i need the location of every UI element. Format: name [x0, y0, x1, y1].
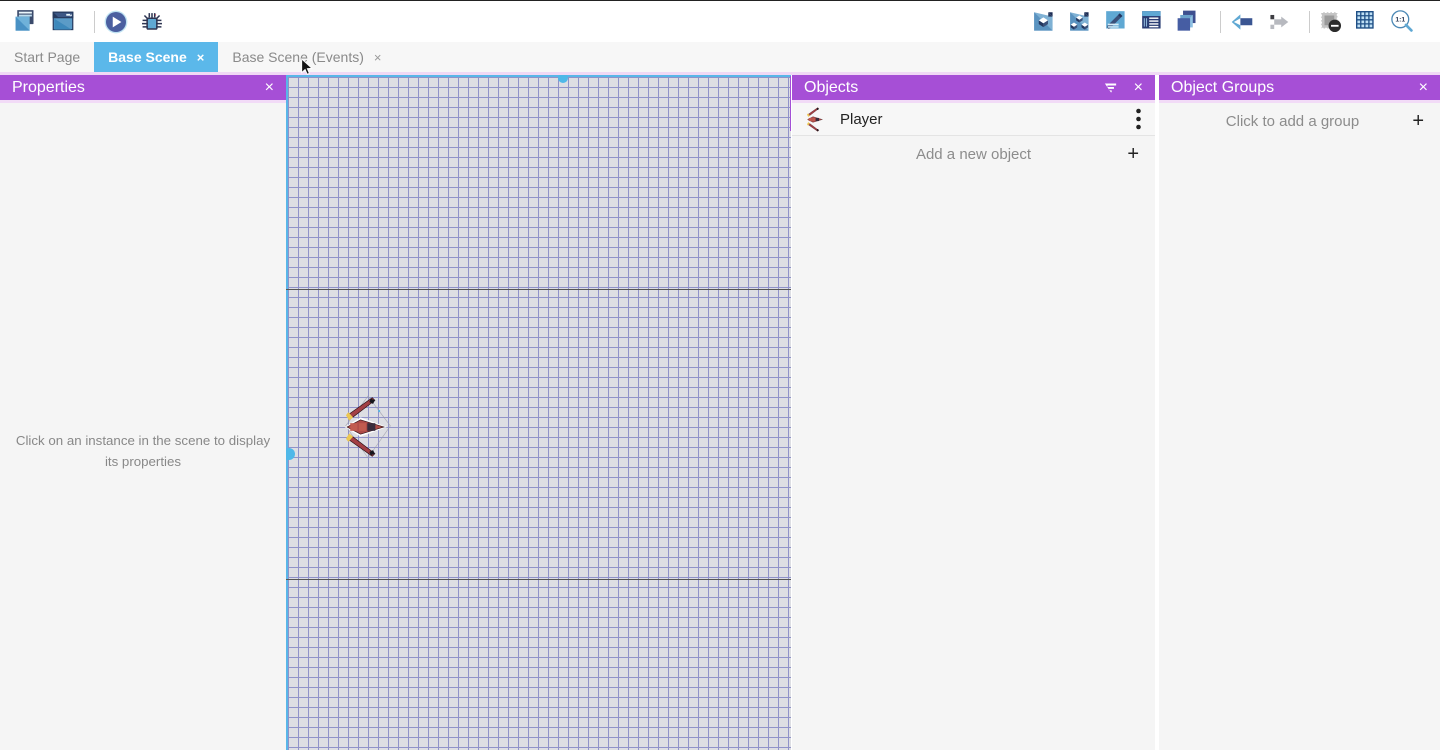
svg-text:1:1: 1:1	[1395, 16, 1405, 23]
